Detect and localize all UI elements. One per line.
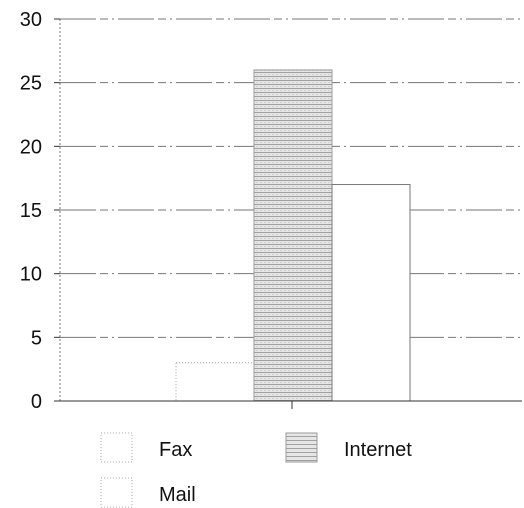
axes xyxy=(59,19,522,409)
legend-internet-label: Internet xyxy=(344,439,412,461)
bar-series-group xyxy=(175,69,411,402)
mail-bar xyxy=(175,362,255,402)
y-tick-label: 20 xyxy=(20,136,42,158)
grid-lines xyxy=(60,18,522,338)
y-tick-label: 25 xyxy=(20,73,42,95)
legend-fax-label: Fax xyxy=(159,439,192,461)
legend-fax-swatch xyxy=(100,432,133,463)
y-axis-ticks: 0 5 10 15 20 25 30 xyxy=(20,9,60,413)
internet-bar xyxy=(253,69,333,402)
y-tick-label: 5 xyxy=(31,327,42,349)
unlabeled-bar xyxy=(331,184,411,402)
y-tick-label: 10 xyxy=(20,264,42,286)
legend-internet-swatch xyxy=(285,432,318,463)
y-tick-label: 30 xyxy=(20,9,42,31)
legend-mail-swatch xyxy=(100,477,133,508)
legend-mail-label: Mail xyxy=(159,484,196,506)
y-tick-label: 0 xyxy=(31,391,42,413)
legend: Fax Internet Mail xyxy=(100,432,412,508)
y-tick-label: 15 xyxy=(20,200,42,222)
